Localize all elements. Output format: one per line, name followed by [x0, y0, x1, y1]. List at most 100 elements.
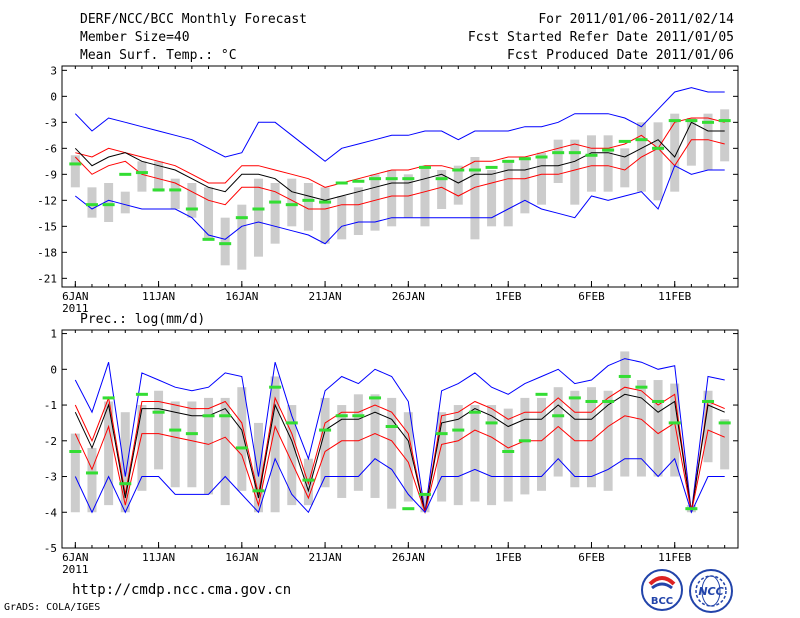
- temp-spread-box: [670, 113, 680, 192]
- temp-spread-box: [87, 187, 97, 218]
- temp-ensemble-marker: [135, 171, 148, 175]
- temp-mean-line: [74, 121, 725, 201]
- temp-ensemble-marker: [252, 207, 265, 211]
- precip-spread-box: [70, 433, 80, 513]
- precip-ensemble-marker: [552, 414, 565, 418]
- temp-spread-box: [653, 122, 663, 201]
- temp-ensemble-marker: [718, 119, 731, 123]
- precip-max-line: [74, 358, 725, 513]
- temp-spread-box: [287, 178, 297, 227]
- temp-ensemble-marker: [385, 177, 398, 181]
- bcc-logo: BCC: [640, 568, 684, 612]
- precip-spread-box: [353, 394, 363, 491]
- precip-spread-box: [437, 412, 447, 502]
- precip-ensemble-marker: [302, 478, 315, 482]
- precip-spread-box: [104, 401, 114, 506]
- precip-spread-box: [403, 412, 413, 502]
- precip-spread-box: [87, 447, 97, 513]
- temp-spread-box: [187, 183, 197, 218]
- precip-spread-box: [720, 419, 730, 470]
- precip-spread-box: [187, 401, 197, 488]
- temp-ensemble-marker: [435, 177, 448, 181]
- temp-ensemble-marker: [169, 188, 182, 192]
- precip-ensemble-marker: [568, 396, 581, 400]
- temp-spread-box: [470, 157, 480, 240]
- temp-ensemble-marker: [219, 242, 232, 246]
- precip-ensemble-marker: [285, 421, 298, 425]
- temp-ensemble-marker: [402, 177, 415, 181]
- precip-ensemble-marker: [618, 374, 631, 378]
- precip-ensemble-marker: [402, 507, 415, 511]
- ncc-logo: NCC: [688, 568, 734, 614]
- temp-spread-box: [270, 183, 280, 244]
- precip-spread-box: [453, 405, 463, 506]
- temp-spread-box: [120, 191, 130, 214]
- precip-x-tick-label: 26JAN: [392, 551, 425, 564]
- temp-spread-box: [237, 204, 247, 270]
- precip-ensemble-marker: [252, 489, 265, 493]
- precip-spread-box: [253, 422, 263, 513]
- precip-y-tick-label: 0: [50, 363, 57, 376]
- temp-ensemble-marker: [418, 165, 431, 169]
- precip-ensemble-marker: [468, 410, 481, 414]
- precip-ensemble-marker: [85, 471, 98, 475]
- temp-spread-box: [570, 139, 580, 205]
- temp-y-tick-label: 3: [50, 64, 57, 77]
- precip-spread-box: [120, 412, 130, 513]
- precip-ensemble-marker: [152, 410, 165, 414]
- precip-plot-frame: [61, 329, 739, 549]
- precip-ensemble-marker: [69, 450, 82, 454]
- precip-spread-box: [470, 405, 480, 502]
- temp-spread-box: [370, 174, 380, 231]
- precip-y-tick-label: 1: [50, 328, 57, 341]
- temp-spread-box: [353, 187, 363, 235]
- precip-ensemble-marker: [335, 414, 348, 418]
- temp-year-label: 2011: [62, 302, 89, 315]
- precip-lower-quartile-line: [74, 415, 725, 515]
- ncc-logo-text: NCC: [698, 585, 723, 598]
- source-url[interactable]: http://cmdp.ncc.cma.gov.cn: [72, 582, 292, 598]
- precip-ensemble-marker: [385, 424, 398, 428]
- precip-panel-title: Prec.: log(mm/d): [80, 312, 206, 327]
- precip-x-tick-label: 1FEB: [495, 551, 522, 564]
- precip-spread-box: [237, 387, 247, 491]
- precip-ensemble-marker: [685, 507, 698, 511]
- precip-spread-box: [170, 401, 180, 488]
- temp-plot-frame: [61, 65, 739, 288]
- precip-mean-line: [74, 393, 725, 513]
- temp-ensemble-marker: [652, 146, 665, 150]
- precip-ensemble-marker: [135, 392, 148, 396]
- precip-ensemble-marker: [635, 385, 648, 389]
- precip-spread-box: [503, 408, 513, 502]
- temp-ensemble-marker: [568, 151, 581, 155]
- temp-ensemble-marker: [635, 138, 648, 142]
- precip-x-tick-label: 6JAN: [62, 551, 89, 564]
- temp-y-tick-label: -3: [44, 116, 57, 129]
- precip-ensemble-marker: [518, 439, 531, 443]
- temp-ensemble-marker: [119, 172, 132, 176]
- bcc-logo-icon: BCC: [641, 569, 683, 611]
- ncc-logo-icon: NCC: [689, 569, 733, 613]
- temp-y-tick-label: -15: [37, 220, 57, 233]
- temp-spread-box: [204, 187, 214, 240]
- temp-ensemble-marker: [485, 165, 498, 169]
- temp-spread-box: [420, 165, 430, 227]
- temp-ensemble-marker: [319, 200, 332, 204]
- precip-ensemble-marker: [652, 399, 665, 403]
- temp-max-line: [74, 87, 725, 162]
- temp-ensemble-marker: [602, 148, 615, 152]
- temp-spread-box: [686, 118, 696, 166]
- precip-ensemble-marker: [435, 432, 448, 436]
- precip-x-tick-label: 21JAN: [309, 551, 342, 564]
- temp-ensemble-marker: [502, 159, 515, 163]
- precip-ensemble-marker: [219, 414, 232, 418]
- precip-ensemble-marker: [602, 399, 615, 403]
- precip-ensemble-marker: [668, 421, 681, 425]
- variable-label: Mean Surf. Temp.: °C: [80, 48, 237, 63]
- precip-x-tick-label: 11JAN: [142, 551, 175, 564]
- precip-y-tick-label: -4: [44, 506, 58, 519]
- precip-ensemble-marker: [702, 399, 715, 403]
- precip-spread-box: [487, 405, 497, 506]
- temp-ensemble-marker: [152, 188, 165, 192]
- temp-y-tick-label: -6: [44, 142, 57, 155]
